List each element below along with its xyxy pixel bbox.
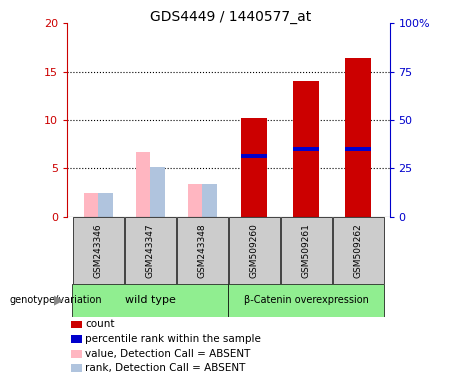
Bar bbox=[228, 284, 384, 317]
Text: genotype/variation: genotype/variation bbox=[9, 295, 102, 305]
Bar bbox=[293, 147, 319, 151]
Text: percentile rank within the sample: percentile rank within the sample bbox=[85, 334, 261, 344]
Text: GSM509260: GSM509260 bbox=[250, 223, 259, 278]
Text: wild type: wild type bbox=[124, 295, 176, 306]
Bar bbox=[241, 154, 267, 157]
Bar bbox=[345, 58, 372, 217]
Text: β-Catenin overexpression: β-Catenin overexpression bbox=[244, 295, 369, 306]
Text: GSM243346: GSM243346 bbox=[94, 223, 103, 278]
Bar bbox=[188, 184, 202, 217]
Bar bbox=[72, 217, 124, 284]
Bar bbox=[293, 81, 319, 217]
Bar bbox=[83, 193, 98, 217]
Bar bbox=[177, 217, 228, 284]
Bar bbox=[229, 217, 280, 284]
Bar bbox=[124, 217, 176, 284]
Bar bbox=[72, 284, 228, 317]
Bar bbox=[281, 217, 332, 284]
Bar bbox=[333, 217, 384, 284]
Text: rank, Detection Call = ABSENT: rank, Detection Call = ABSENT bbox=[85, 363, 246, 373]
Text: GSM509261: GSM509261 bbox=[302, 223, 311, 278]
Text: GSM509262: GSM509262 bbox=[354, 223, 363, 278]
Bar bbox=[136, 152, 150, 217]
Text: GDS4449 / 1440577_at: GDS4449 / 1440577_at bbox=[150, 10, 311, 23]
Bar bbox=[150, 167, 165, 217]
Text: GSM243348: GSM243348 bbox=[198, 223, 207, 278]
Bar bbox=[241, 118, 267, 217]
Text: ▶: ▶ bbox=[54, 294, 64, 307]
Text: GSM243347: GSM243347 bbox=[146, 223, 154, 278]
Text: value, Detection Call = ABSENT: value, Detection Call = ABSENT bbox=[85, 349, 251, 359]
Bar bbox=[98, 193, 112, 217]
Bar bbox=[345, 147, 372, 151]
Text: count: count bbox=[85, 319, 115, 329]
Bar bbox=[202, 184, 217, 217]
